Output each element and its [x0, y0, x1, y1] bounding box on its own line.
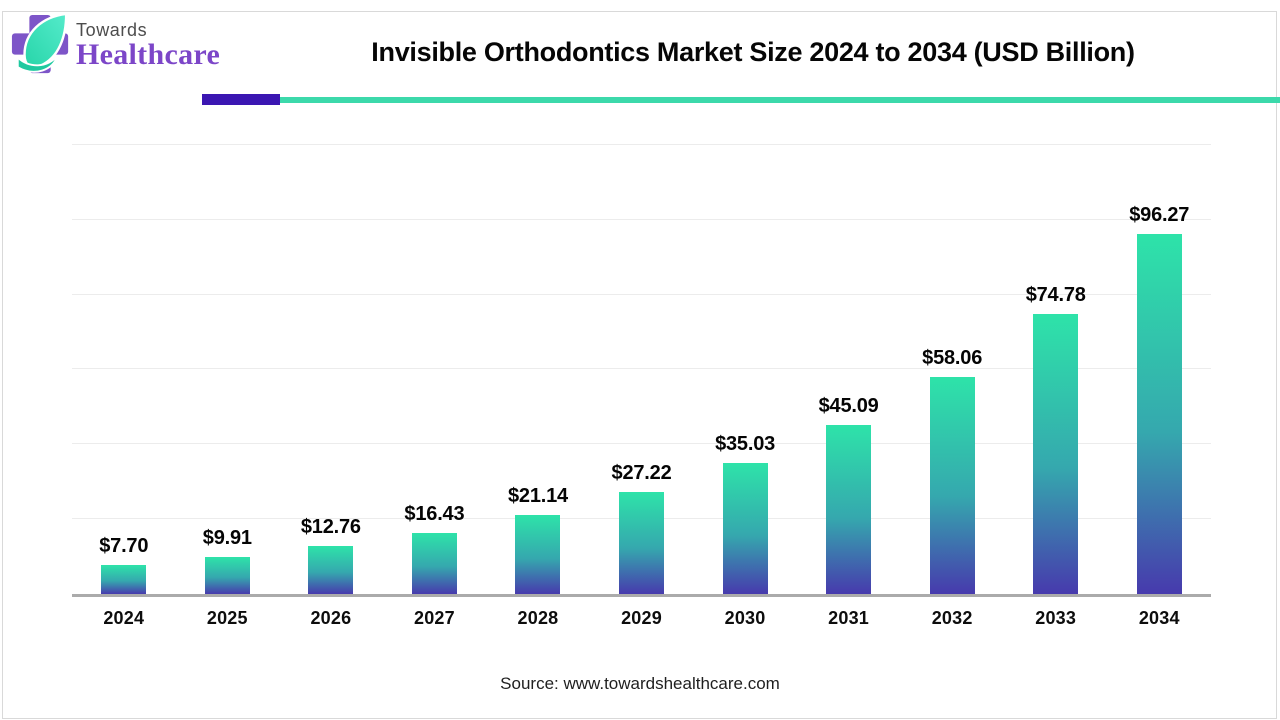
- bar-value-label: $74.78: [1025, 284, 1086, 307]
- bar-slot: $12.76: [279, 516, 383, 594]
- bar: [1136, 233, 1182, 594]
- bar: [722, 462, 768, 594]
- gridline: [72, 143, 1211, 145]
- bar: [826, 425, 872, 594]
- x-axis-tick-label: 2028: [517, 608, 559, 628]
- x-axis-tick-label: 2024: [103, 608, 145, 628]
- brand-logo: Towards Healthcare: [10, 12, 220, 76]
- bar-value-label: $9.91: [202, 526, 252, 549]
- bar: [515, 514, 561, 594]
- bar-value-label: $58.06: [922, 346, 983, 369]
- bar-slot: $21.14: [486, 485, 590, 594]
- cross-leaf-logo-icon: [11, 12, 69, 74]
- bar-slot: $27.22: [590, 462, 694, 594]
- gridline: [72, 443, 1211, 445]
- gridline: [72, 368, 1211, 370]
- x-axis-tick-label: 2034: [1138, 608, 1180, 628]
- chart-title: Invisible Orthodontics Market Size 2024 …: [371, 37, 1135, 67]
- title-underline-accent: [202, 94, 280, 105]
- title-underline-rule: [280, 97, 1280, 103]
- bar-value-label: $27.22: [611, 462, 672, 485]
- bar: [411, 532, 457, 594]
- bar-slot: $7.70: [72, 535, 176, 594]
- bar-slot: $96.27: [1107, 204, 1211, 594]
- brand-wordmark: Towards Healthcare: [76, 20, 220, 70]
- brand-name-bottom: Healthcare: [76, 38, 221, 71]
- bar-slot: $35.03: [693, 433, 797, 594]
- bar: [101, 565, 147, 594]
- x-axis-tick-label: 2025: [206, 608, 248, 628]
- bar: [308, 546, 354, 594]
- brand-name-top: Towards: [76, 20, 148, 40]
- bar-value-label: $21.14: [507, 484, 568, 507]
- bar: [619, 492, 664, 594]
- x-axis-tick-label: 2027: [413, 608, 455, 628]
- bar-value-label: $16.43: [404, 502, 465, 525]
- plot-area: $7.70 $9.91 $12.76 $16.43 $21.14 $27.22 $35.03…: [72, 130, 1211, 597]
- gridline: [72, 293, 1211, 295]
- x-axis-tick-label: 2032: [931, 608, 973, 628]
- x-axis-tick-label: 2033: [1035, 608, 1077, 628]
- x-axis-tick-label: 2029: [621, 608, 662, 628]
- x-axis-labels: 2024 2025 2026 2027 2028 2029 2030 2031 2032 2033…: [72, 608, 1211, 629]
- bar: [929, 376, 975, 594]
- x-axis-tick-label: 2031: [828, 608, 870, 628]
- bar-slot: $74.78: [1004, 284, 1108, 594]
- bar-value-label: $12.76: [300, 516, 361, 539]
- bar-series: $7.70 $9.91 $12.76 $16.43 $21.14 $27.22 $35.03…: [72, 130, 1211, 594]
- bar-slot: $9.91: [176, 527, 280, 594]
- bar-value-label: $45.09: [818, 395, 879, 418]
- bar: [204, 556, 250, 594]
- bar: [1033, 314, 1079, 594]
- bar-value-label: $7.70: [99, 535, 149, 558]
- bar-slot: $45.09: [797, 395, 901, 594]
- bar-value-label: $35.03: [715, 432, 776, 455]
- bar-slot: $58.06: [900, 347, 1004, 594]
- x-axis-tick-label: 2026: [310, 608, 352, 628]
- gridline: [72, 218, 1211, 220]
- x-axis-tick-label: 2030: [724, 608, 766, 628]
- bar-value-label: $96.27: [1129, 203, 1190, 226]
- source-note: Source: www.towardshealthcare.com: [500, 674, 780, 693]
- bar-slot: $16.43: [383, 503, 487, 594]
